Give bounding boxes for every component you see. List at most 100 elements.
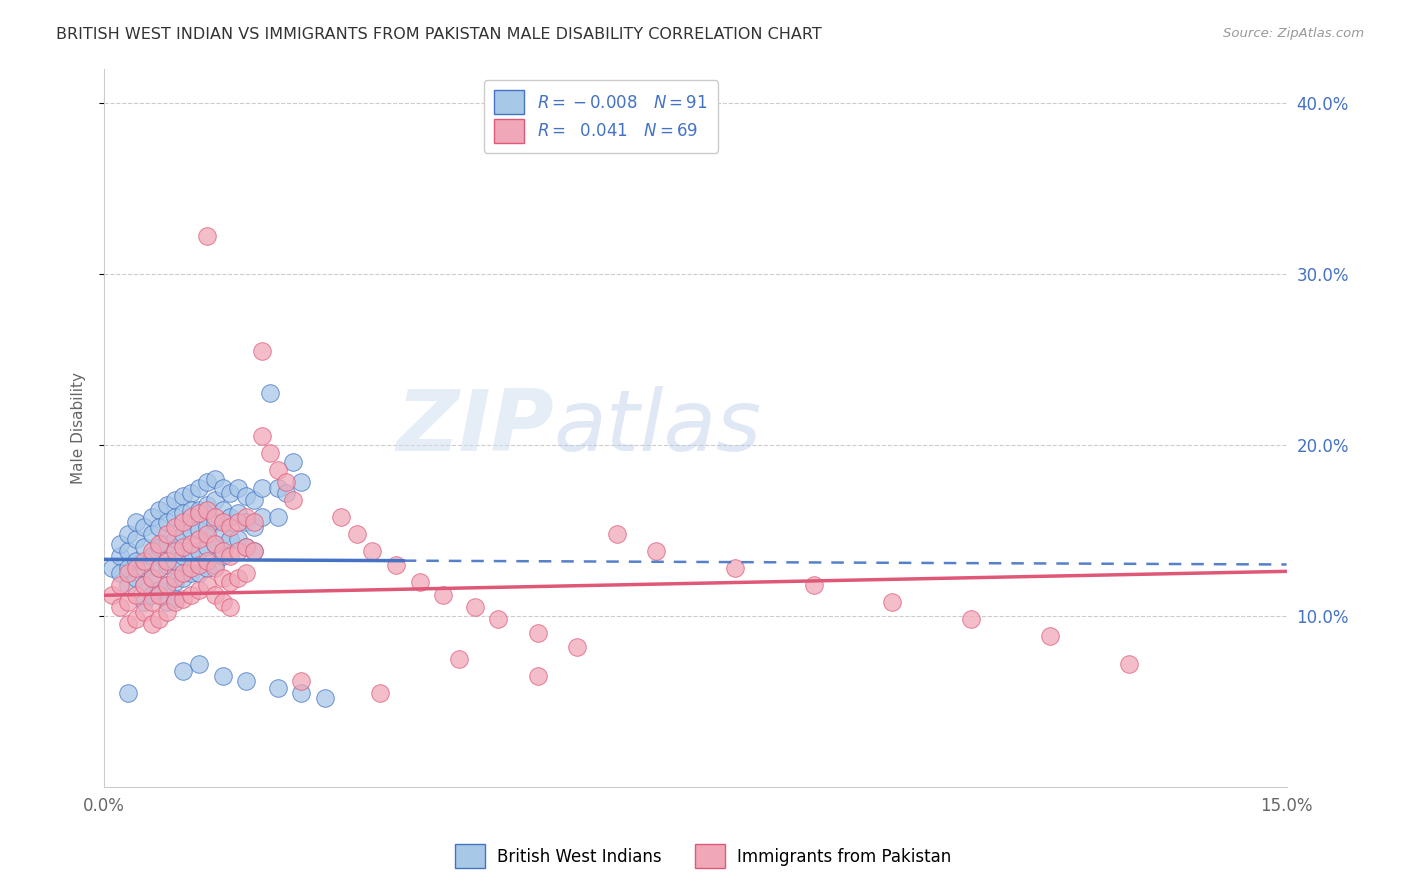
Point xyxy=(172,541,194,555)
Point xyxy=(243,520,266,534)
Point xyxy=(148,541,170,555)
Point xyxy=(141,617,163,632)
Point xyxy=(141,595,163,609)
Point xyxy=(187,532,209,546)
Point xyxy=(117,686,139,700)
Point xyxy=(101,588,124,602)
Point xyxy=(187,502,209,516)
Point xyxy=(283,455,305,469)
Point xyxy=(156,526,179,541)
Point xyxy=(187,566,209,580)
Point xyxy=(172,526,194,541)
Point xyxy=(117,561,139,575)
Point xyxy=(243,544,266,558)
Point xyxy=(180,537,202,551)
Point xyxy=(195,229,218,244)
Point xyxy=(1039,629,1062,643)
Point xyxy=(235,489,257,503)
Point xyxy=(329,509,352,524)
Point xyxy=(219,485,242,500)
Point xyxy=(165,520,187,534)
Point xyxy=(211,515,233,529)
Point xyxy=(204,472,226,486)
Point xyxy=(125,571,148,585)
Point xyxy=(204,561,226,575)
Point xyxy=(211,502,233,516)
Point xyxy=(141,571,163,585)
Legend: $R = -0.008\quad N = 91$, $R = \ \ 0.041\quad N = 69$: $R = -0.008\quad N = 91$, $R = \ \ 0.041… xyxy=(484,80,718,153)
Point xyxy=(117,544,139,558)
Point xyxy=(141,526,163,541)
Point xyxy=(314,690,336,705)
Point xyxy=(180,588,202,602)
Point xyxy=(346,526,368,541)
Point xyxy=(803,578,825,592)
Point xyxy=(274,475,297,490)
Point xyxy=(195,526,218,541)
Point xyxy=(274,485,297,500)
Point xyxy=(250,429,273,443)
Point xyxy=(211,526,233,541)
Point xyxy=(204,509,226,524)
Point xyxy=(180,524,202,538)
Point xyxy=(156,554,179,568)
Point xyxy=(486,612,509,626)
Point xyxy=(195,498,218,512)
Point xyxy=(204,588,226,602)
Point xyxy=(101,561,124,575)
Point xyxy=(187,524,209,538)
Point xyxy=(960,612,983,626)
Point xyxy=(645,544,668,558)
Point xyxy=(132,578,155,592)
Point xyxy=(148,612,170,626)
Point xyxy=(283,492,305,507)
Point xyxy=(180,544,202,558)
Point xyxy=(724,561,747,575)
Point xyxy=(195,554,218,568)
Point xyxy=(226,571,249,585)
Point xyxy=(219,509,242,524)
Point xyxy=(132,554,155,568)
Point xyxy=(432,588,454,602)
Text: ZIP: ZIP xyxy=(396,386,554,469)
Point xyxy=(125,612,148,626)
Point xyxy=(219,600,242,615)
Point xyxy=(165,591,187,606)
Point xyxy=(148,583,170,598)
Point xyxy=(148,588,170,602)
Point xyxy=(187,558,209,572)
Point xyxy=(165,574,187,589)
Point xyxy=(195,561,218,575)
Point xyxy=(132,561,155,575)
Point xyxy=(195,502,218,516)
Point xyxy=(267,463,290,477)
Point xyxy=(187,481,209,495)
Point xyxy=(250,509,273,524)
Point xyxy=(606,526,628,541)
Point xyxy=(447,651,470,665)
Point xyxy=(132,541,155,555)
Point xyxy=(290,673,312,688)
Point xyxy=(156,595,179,609)
Point xyxy=(226,544,249,558)
Point xyxy=(259,386,281,401)
Point xyxy=(180,485,202,500)
Point xyxy=(1118,657,1140,671)
Point xyxy=(156,537,179,551)
Point xyxy=(243,544,266,558)
Point xyxy=(195,541,218,555)
Point xyxy=(165,544,187,558)
Point xyxy=(204,537,226,551)
Point xyxy=(141,509,163,524)
Point xyxy=(243,492,266,507)
Point xyxy=(385,558,408,572)
Point xyxy=(141,544,163,558)
Point xyxy=(148,561,170,575)
Point xyxy=(527,626,550,640)
Point xyxy=(250,481,273,495)
Point xyxy=(211,544,233,558)
Point xyxy=(141,588,163,602)
Point xyxy=(368,686,391,700)
Point xyxy=(290,475,312,490)
Point xyxy=(141,571,163,585)
